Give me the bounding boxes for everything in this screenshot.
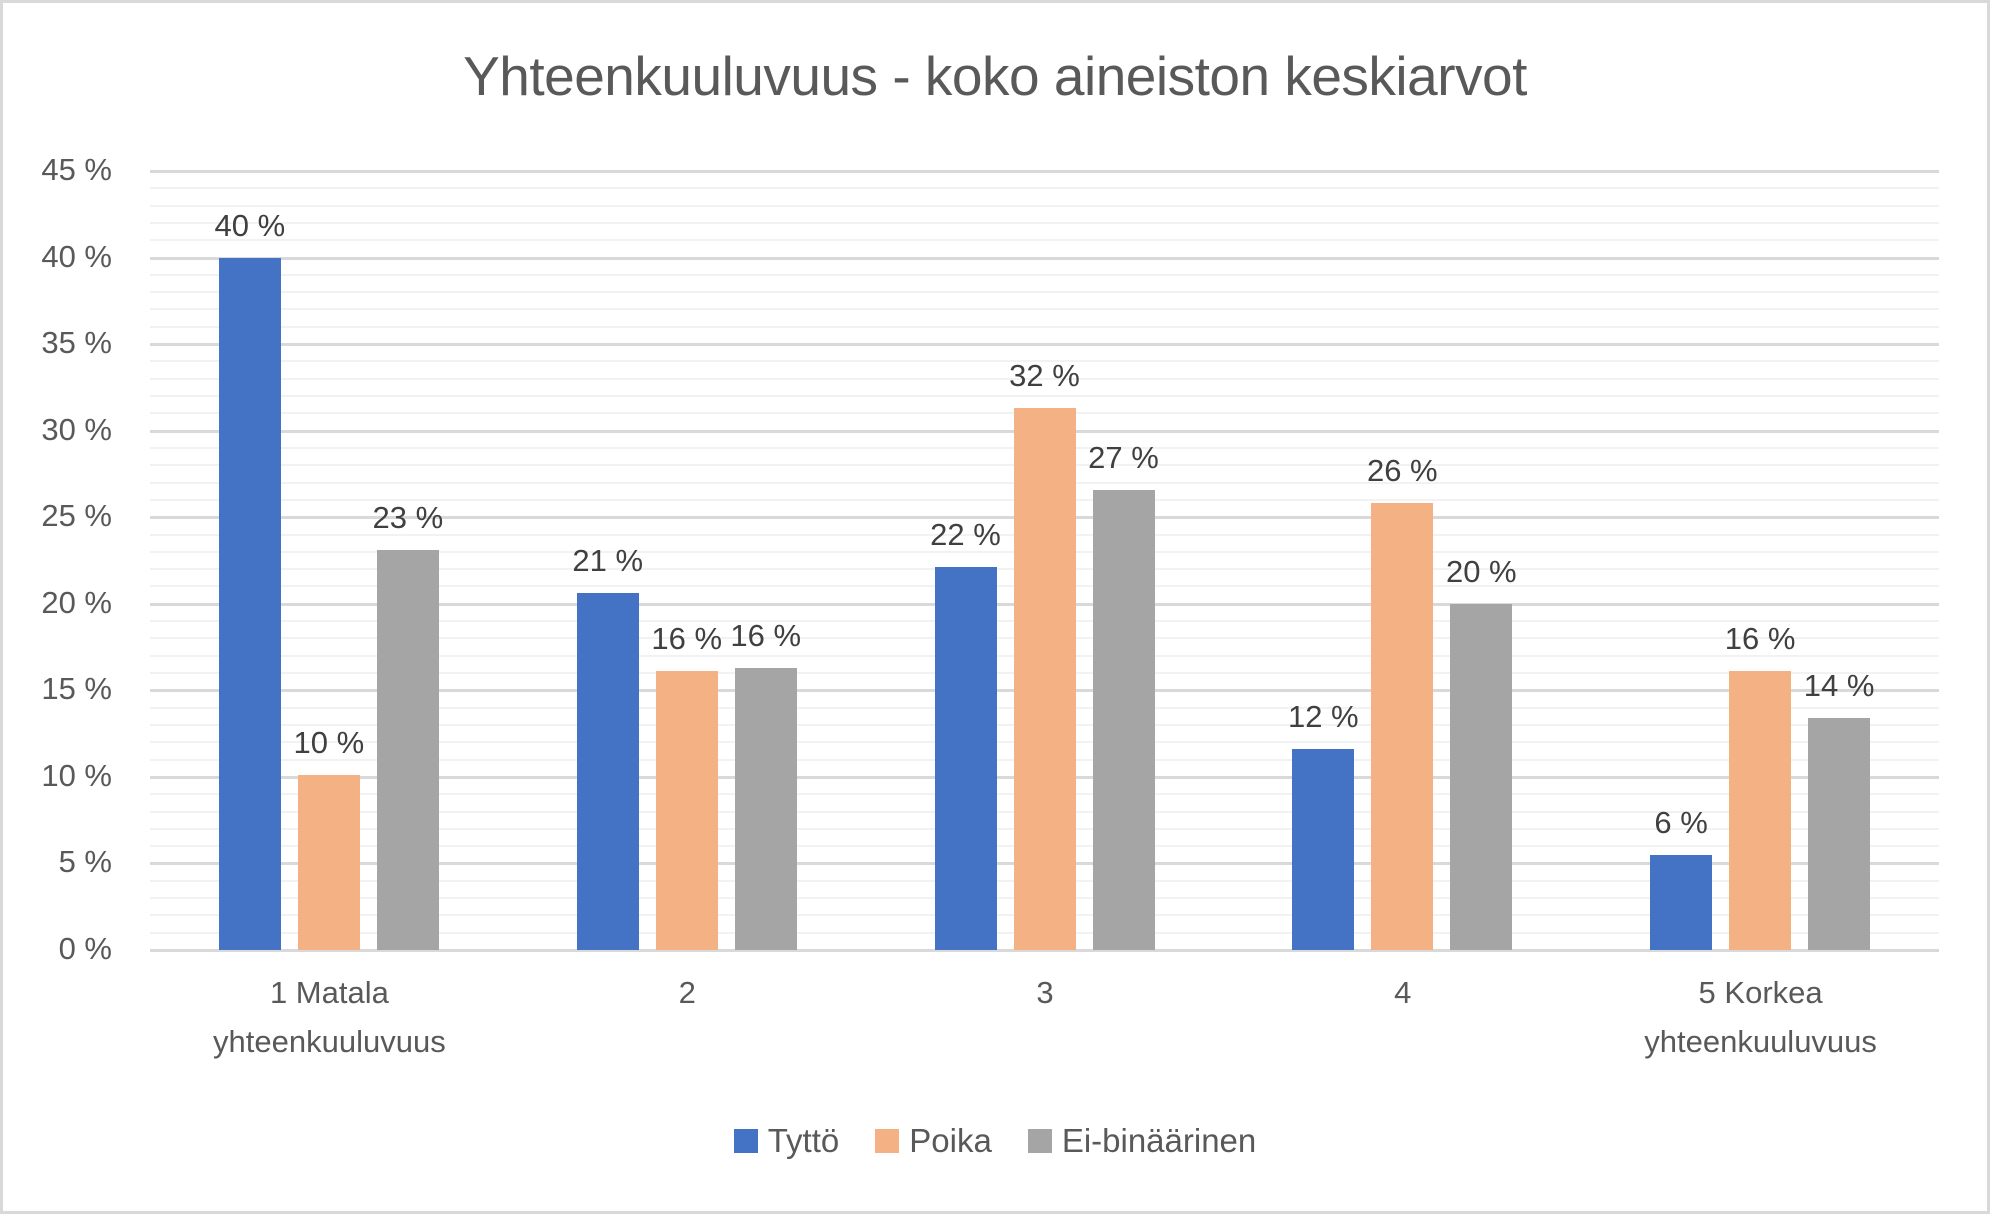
y-tick-label: 0 % bbox=[58, 931, 112, 966]
bar bbox=[1450, 603, 1513, 950]
bar bbox=[1092, 489, 1155, 950]
major-gridline bbox=[150, 343, 1939, 347]
minor-gridline bbox=[150, 325, 1939, 328]
minor-gridline bbox=[150, 308, 1939, 311]
minor-gridline bbox=[150, 204, 1939, 207]
bar bbox=[734, 667, 797, 950]
legend-swatch-icon bbox=[1027, 1129, 1052, 1153]
bar bbox=[1013, 408, 1076, 950]
chart-title: Yhteenkuuluvuus - koko aineiston keskiar… bbox=[463, 45, 1527, 107]
legend-item: Ei-binäärinen bbox=[1027, 1122, 1257, 1160]
minor-gridline bbox=[150, 377, 1939, 380]
minor-gridline bbox=[150, 360, 1939, 363]
data-label: 16 % bbox=[1724, 621, 1796, 657]
data-label: 12 % bbox=[1287, 699, 1359, 735]
minor-gridline bbox=[150, 239, 1939, 242]
bar bbox=[1650, 854, 1713, 950]
y-tick-label: 25 % bbox=[41, 498, 112, 534]
minor-gridline bbox=[150, 273, 1939, 276]
data-label: 26 % bbox=[1366, 453, 1438, 489]
minor-gridline bbox=[150, 291, 1939, 294]
y-tick-label: 35 % bbox=[41, 325, 112, 361]
legend-label: Tyttö bbox=[767, 1122, 840, 1159]
major-gridline bbox=[150, 256, 1939, 260]
plot-area: 40 % 10 % 23 % 21 % 16 % 16 % 22 % 32 % 27 % 12 %… bbox=[150, 170, 1939, 952]
data-label: 10 % bbox=[293, 725, 365, 761]
bar bbox=[1292, 749, 1355, 950]
legend-label: Ei-binäärinen bbox=[1061, 1122, 1257, 1159]
data-label: 16 % bbox=[651, 621, 723, 657]
y-tick-label: 5 % bbox=[58, 844, 112, 880]
x-tick-label: 3 bbox=[1036, 975, 1054, 1010]
data-label: 23 % bbox=[372, 500, 444, 536]
bar bbox=[576, 593, 639, 950]
bar bbox=[934, 567, 997, 950]
data-label: 22 % bbox=[930, 517, 1001, 553]
legend: Tyttö Poika Ei-binäärinen bbox=[0, 1122, 1990, 1160]
x-tick-label: 5 Korkea yhteenkuuluvuus bbox=[1644, 975, 1877, 1059]
bar bbox=[297, 775, 360, 950]
data-label: 40 % bbox=[214, 207, 286, 243]
bar bbox=[1729, 671, 1792, 950]
y-tick-label: 15 % bbox=[41, 671, 112, 707]
y-tick-label: 10 % bbox=[41, 757, 112, 793]
legend-item: Tyttö bbox=[733, 1122, 840, 1160]
y-tick-label: 30 % bbox=[41, 411, 112, 447]
major-gridline bbox=[150, 949, 1939, 952]
bar bbox=[1808, 718, 1871, 950]
legend-label: Poika bbox=[909, 1122, 992, 1159]
major-gridline bbox=[150, 170, 1939, 173]
x-tick-label: 1 Matala yhteenkuuluvuus bbox=[213, 975, 446, 1059]
data-label: 21 % bbox=[572, 543, 644, 579]
data-label: 16 % bbox=[730, 617, 802, 653]
x-tick-label: 2 bbox=[678, 975, 696, 1010]
data-label: 20 % bbox=[1445, 553, 1517, 589]
data-label: 27 % bbox=[1088, 439, 1159, 475]
bar bbox=[376, 550, 439, 950]
legend-swatch-icon bbox=[733, 1129, 758, 1153]
legend-swatch-icon bbox=[875, 1129, 900, 1153]
minor-gridline bbox=[150, 395, 1939, 398]
y-tick-label: 20 % bbox=[41, 584, 112, 620]
x-tick-label: 4 bbox=[1394, 975, 1412, 1010]
y-tick-label: 40 % bbox=[41, 238, 112, 274]
data-label: 32 % bbox=[1009, 358, 1080, 394]
y-tick-label: 45 % bbox=[41, 152, 112, 187]
bar bbox=[1371, 503, 1434, 950]
data-label: 14 % bbox=[1803, 668, 1875, 704]
bar bbox=[655, 671, 718, 950]
legend-item: Poika bbox=[875, 1122, 992, 1160]
data-label: 6 % bbox=[1654, 804, 1708, 840]
bar bbox=[218, 257, 281, 950]
minor-gridline bbox=[150, 221, 1939, 224]
minor-gridline bbox=[150, 187, 1939, 190]
